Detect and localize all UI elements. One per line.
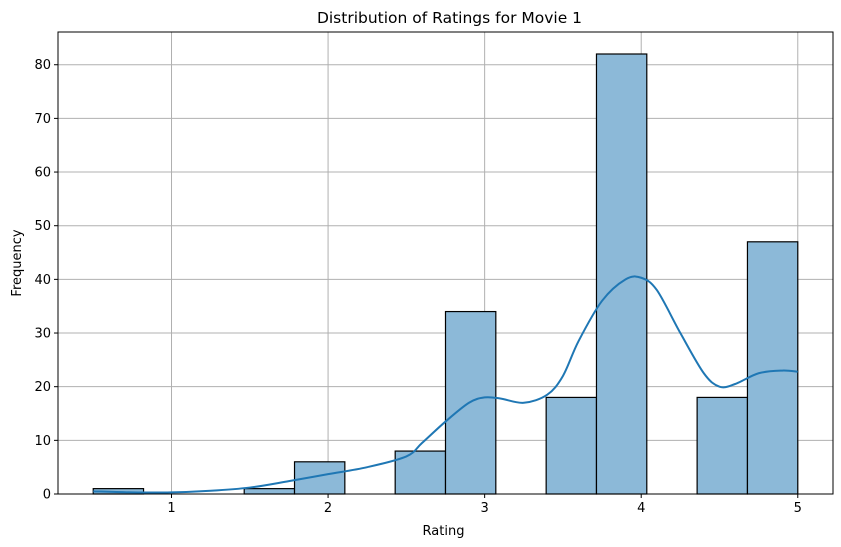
y-axis-title: Frequency — [10, 229, 25, 296]
histogram-bar — [746, 241, 799, 495]
x-tick-label: 2 — [324, 501, 332, 516]
histogram-bar — [243, 488, 296, 495]
kde-curve-group — [93, 275, 798, 494]
y-tick-label: 50 — [34, 219, 51, 234]
histogram-bar — [595, 53, 648, 495]
y-tick-label: 40 — [34, 273, 51, 288]
x-axis-ticks: 1 2 3 4 5 — [167, 494, 802, 516]
y-tick-label: 10 — [34, 434, 51, 449]
y-tick-label: 60 — [34, 166, 51, 181]
y-tick-label: 30 — [34, 327, 51, 342]
histogram-bar — [696, 396, 749, 495]
y-axis-ticks: 0 10 20 30 40 50 60 70 80 — [34, 58, 58, 503]
chart-title: Distribution of Ratings for Movie 1 — [317, 9, 582, 27]
y-tick-label: 80 — [34, 58, 51, 73]
histogram-bar — [545, 396, 598, 495]
plot-frame — [57, 31, 834, 495]
y-tick-label: 0 — [43, 488, 51, 503]
x-tick-label: 3 — [481, 501, 489, 516]
y-tick-label: 70 — [34, 112, 51, 127]
x-tick-label: 5 — [794, 501, 802, 516]
x-tick-label: 1 — [167, 501, 175, 516]
x-tick-label: 4 — [637, 501, 645, 516]
kde-curve — [93, 275, 798, 494]
x-axis-title: Rating — [423, 524, 465, 539]
y-tick-label: 20 — [34, 380, 51, 395]
histogram-bars — [92, 53, 799, 495]
